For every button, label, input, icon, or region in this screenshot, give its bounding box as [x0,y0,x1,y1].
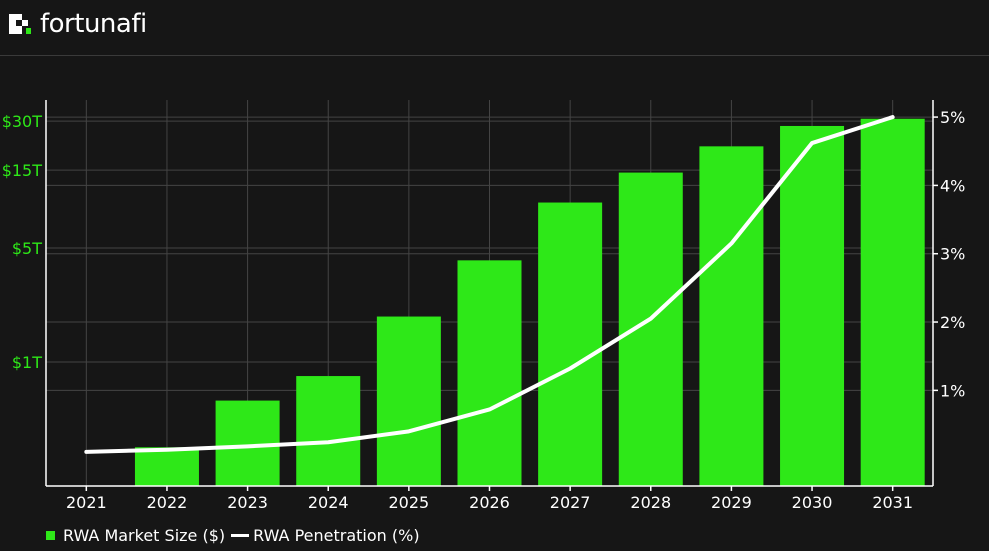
x-tick-label: 2027 [550,493,591,512]
bar-2026 [457,260,522,486]
line-point-2029 [730,242,732,244]
left-tick-label: $15T [2,161,43,180]
bar-2027 [538,202,603,487]
right-tick-label: 1% [940,381,965,400]
x-tick-label: 2026 [469,493,510,512]
bar-2025 [376,316,441,486]
line-point-2023 [247,445,249,447]
bar-2031 [860,118,925,486]
x-tick-label: 2028 [630,493,671,512]
x-tick-label: 2022 [147,493,188,512]
x-tick-label: 2025 [389,493,430,512]
x-tick-label: 2031 [872,493,913,512]
bar-2028 [618,172,683,486]
right-tick-label: 3% [940,245,965,264]
line-point-2021 [85,451,87,453]
line-point-2022 [166,449,168,451]
right-tick-label: 2% [940,313,965,332]
bar-2029 [699,146,764,486]
line-point-2031 [892,116,894,118]
axes-group [45,100,938,491]
line-point-2028 [650,318,652,320]
left-tick-label: $1T [12,353,42,372]
brand-name: fortunafi [40,9,147,39]
legend: RWA Market Size ($) RWA Penetration (%) [46,526,420,545]
penetration-line-group [84,115,895,454]
brand-logo[interactable]: fortunafi [8,7,147,41]
x-tick-label: 2029 [711,493,752,512]
bar-2030 [780,125,845,486]
line-point-2026 [489,408,490,410]
legend-bar-label: RWA Market Size ($) [63,526,226,545]
legend-line-swatch [231,534,250,537]
x-tick-label: 2023 [227,493,268,512]
bars-group [134,118,925,487]
x-tick-label: 2024 [308,493,349,512]
line-point-2025 [408,430,410,432]
legend-bar-swatch [46,531,55,540]
ticks-group: $30T $15T $5T $1T 5% 4% 3% 2% 1% 2021 2022 2023 2024… [2,108,966,512]
fortunafi-logo-icon [9,14,31,34]
header-bar: fortunafi [0,0,989,56]
right-tick-label: 4% [940,176,965,195]
line-point-2024 [327,441,329,443]
x-tick-label: 2030 [792,493,833,512]
line-point-2027 [569,367,571,369]
left-tick-label: $5T [12,239,42,258]
legend-line-label: RWA Penetration (%) [253,526,420,545]
x-tick-label: 2021 [66,493,107,512]
bar-2022 [134,447,199,486]
left-tick-label: $30T [2,112,43,131]
line-point-2030 [811,142,813,144]
right-tick-label: 5% [940,108,965,127]
bar-2024 [296,376,361,486]
